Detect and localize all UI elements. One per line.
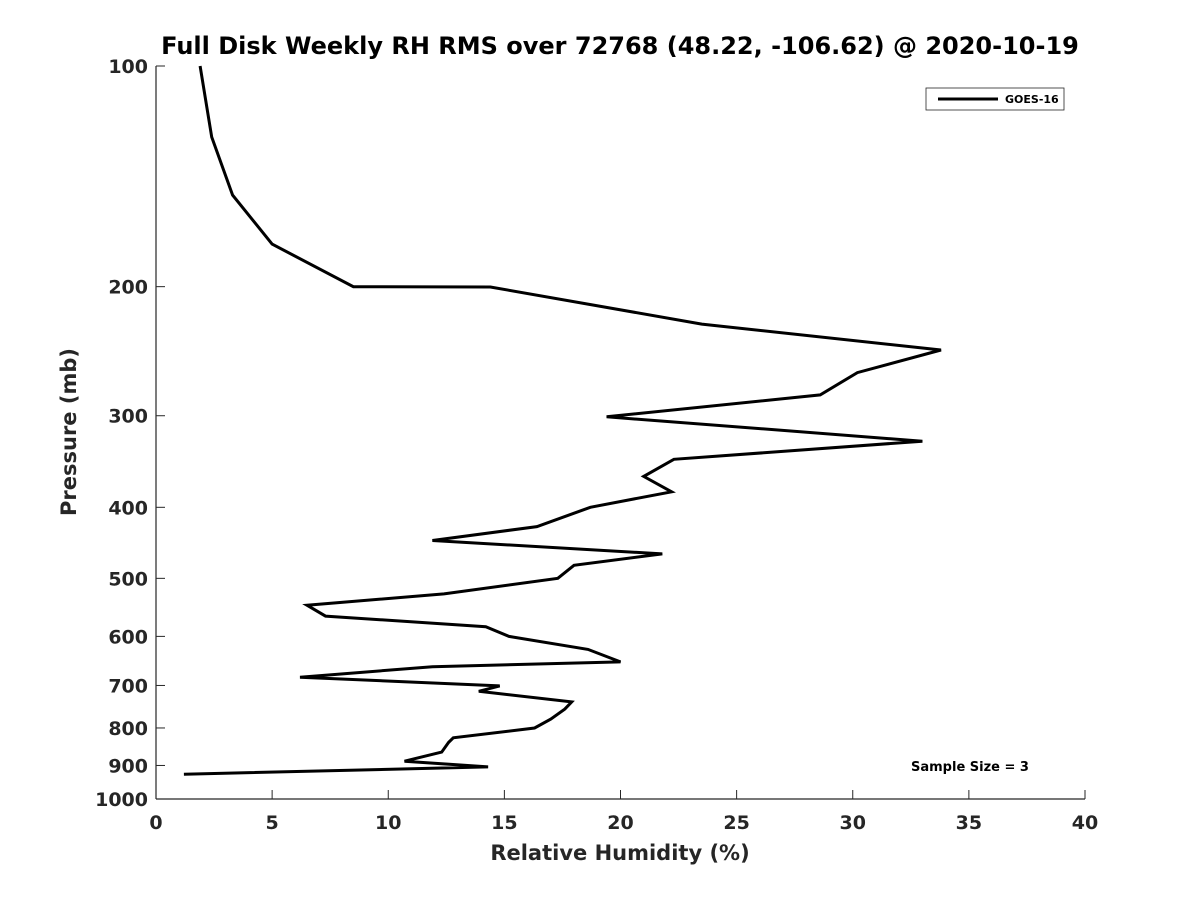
chart-title: Full Disk Weekly RH RMS over 72768 (48.2… <box>161 32 1079 60</box>
y-tick-label: 300 <box>108 406 148 428</box>
x-tick-label: 25 <box>723 812 749 834</box>
x-tick-label: 30 <box>840 812 866 834</box>
y-tick-label: 100 <box>108 56 148 78</box>
y-ticks: 100 200 300 400 500 600 700 800 900 1000 <box>95 56 165 811</box>
x-tick-label: 20 <box>607 812 633 834</box>
y-tick-label: 800 <box>108 718 148 740</box>
y-tick-label: 500 <box>108 568 148 590</box>
series-line-goes-16 <box>183 65 942 776</box>
x-tick-label: 10 <box>375 812 401 834</box>
y-axis-label: Pressure (mb) <box>57 348 81 516</box>
y-tick-label: 600 <box>108 626 148 648</box>
legend-label: GOES-16 <box>1005 93 1059 106</box>
legend: GOES-16 <box>925 87 1065 111</box>
y-tick-label: 200 <box>108 277 148 299</box>
x-tick-label: 0 <box>149 812 162 834</box>
y-tick-label: 700 <box>108 675 148 697</box>
x-tick-label: 35 <box>956 812 982 834</box>
x-tick-label: 5 <box>266 812 279 834</box>
x-tick-label: 40 <box>1072 812 1098 834</box>
y-tick-label: 900 <box>108 755 148 777</box>
x-tick-label: 15 <box>491 812 517 834</box>
sample-size-annotation: Sample Size = 3 <box>911 760 1029 775</box>
x-axis-label: Relative Humidity (%) <box>490 841 749 865</box>
y-tick-label: 1000 <box>95 789 148 811</box>
y-tick-label: 400 <box>108 497 148 519</box>
x-ticks: 0 5 10 15 20 25 30 35 40 <box>149 790 1098 834</box>
